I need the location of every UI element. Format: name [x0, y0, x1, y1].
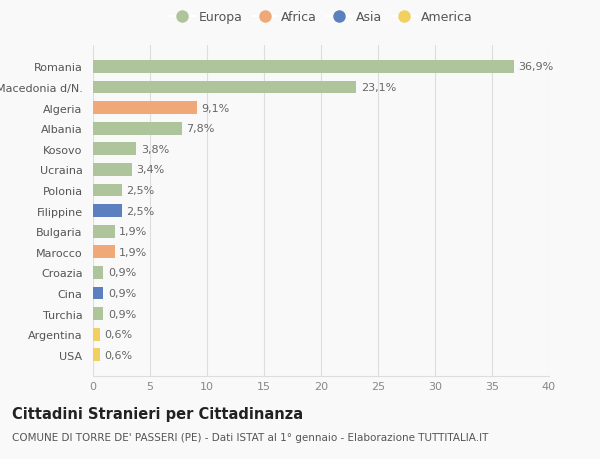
Bar: [93, 184, 121, 197]
Text: 1,9%: 1,9%: [119, 227, 148, 237]
Bar: [93, 61, 514, 73]
Text: 0,6%: 0,6%: [104, 330, 133, 339]
Legend: Europa, Africa, Asia, America: Europa, Africa, Asia, America: [164, 6, 478, 29]
Text: 36,9%: 36,9%: [518, 62, 553, 72]
Bar: [93, 102, 197, 115]
Text: 0,9%: 0,9%: [108, 268, 136, 278]
Bar: [93, 143, 136, 156]
Text: COMUNE DI TORRE DE' PASSERI (PE) - Dati ISTAT al 1° gennaio - Elaborazione TUTTI: COMUNE DI TORRE DE' PASSERI (PE) - Dati …: [12, 432, 488, 442]
Text: 3,8%: 3,8%: [141, 145, 169, 155]
Text: 0,9%: 0,9%: [108, 309, 136, 319]
Bar: [93, 123, 182, 135]
Text: 9,1%: 9,1%: [202, 103, 230, 113]
Bar: [93, 246, 115, 258]
Text: 1,9%: 1,9%: [119, 247, 148, 257]
Text: 2,5%: 2,5%: [126, 206, 154, 216]
Bar: [93, 225, 115, 238]
Text: 7,8%: 7,8%: [187, 124, 215, 134]
Text: 23,1%: 23,1%: [361, 83, 396, 93]
Text: 2,5%: 2,5%: [126, 185, 154, 196]
Bar: [93, 164, 132, 176]
Bar: [93, 328, 100, 341]
Bar: [93, 287, 103, 300]
Text: Cittadini Stranieri per Cittadinanza: Cittadini Stranieri per Cittadinanza: [12, 406, 303, 421]
Bar: [93, 81, 356, 94]
Text: 0,9%: 0,9%: [108, 288, 136, 298]
Bar: [93, 266, 103, 279]
Text: 3,4%: 3,4%: [136, 165, 164, 175]
Bar: [93, 349, 100, 361]
Text: 0,6%: 0,6%: [104, 350, 133, 360]
Bar: [93, 205, 121, 218]
Bar: [93, 308, 103, 320]
